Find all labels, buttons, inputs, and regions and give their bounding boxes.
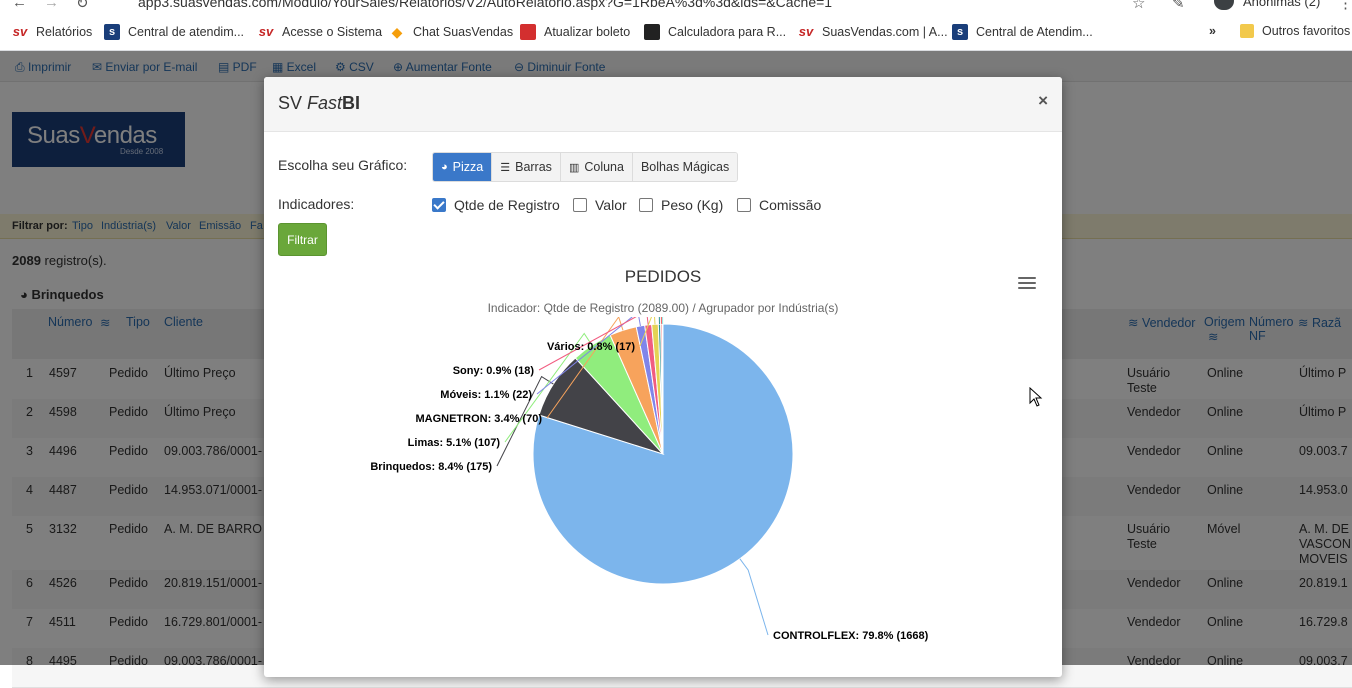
bookmark-label: SuasVendas.com | A... bbox=[822, 25, 948, 39]
pie-data-label: MAGNETRON: 3.4% (70) bbox=[415, 413, 542, 425]
bookmark-label: Acesse o Sistema bbox=[282, 25, 383, 39]
indicator-label: Comissão bbox=[759, 197, 822, 213]
checkbox-icon[interactable] bbox=[573, 198, 587, 212]
chart-menu-icon[interactable] bbox=[1018, 277, 1036, 291]
title-bold: BI bbox=[342, 93, 361, 113]
indicators-label: Indicadores: bbox=[278, 196, 355, 212]
chart-title: PEDIDOS bbox=[624, 267, 702, 286]
url-text[interactable]: app3.suasvendas.com/Modulo/YourSales/Rel… bbox=[138, 0, 833, 10]
bolhas-magicas-button[interactable]: Bolhas Mágicas bbox=[632, 153, 738, 181]
close-icon[interactable]: × bbox=[1038, 91, 1048, 110]
bookmark-label: Central de atendim... bbox=[128, 25, 245, 39]
pizza-button[interactable]: ◕ Pizza bbox=[433, 153, 493, 181]
bookmark-suasvendas-com[interactable]: sv SuasVendas.com | A... bbox=[798, 24, 948, 40]
column-icon: ▥ bbox=[568, 161, 580, 174]
indicator-label: Qtde de Registro bbox=[454, 197, 560, 213]
sv-icon: sv bbox=[798, 24, 814, 39]
pie-data-label: Limas: 5.1% (107) bbox=[408, 437, 501, 449]
pie-data-label: Sony: 0.9% (18) bbox=[453, 365, 535, 377]
sv-box-icon: s bbox=[104, 24, 120, 40]
pizza-label: Pizza bbox=[452, 160, 484, 174]
red-circle-icon bbox=[520, 24, 536, 40]
chart-subtitle: Indicador: Qtde de Registro (2089.00) / … bbox=[487, 301, 839, 315]
browser-address-bar: ← → ↻ app3.suasvendas.com/Modulo/YourSal… bbox=[0, 0, 1352, 12]
bookmark-calculadora[interactable]: Calculadora para R... bbox=[644, 24, 786, 40]
modal-title: SV FastBI bbox=[278, 93, 360, 114]
pie-data-label: Brinquedos: 8.4% (175) bbox=[370, 461, 492, 473]
modal-header: SV FastBI × bbox=[264, 77, 1062, 132]
bookmark-relatorios[interactable]: sv Relatórios bbox=[12, 24, 93, 40]
indicator-peso[interactable]: Peso (Kg) bbox=[639, 197, 723, 213]
bookmark-central-atendimento[interactable]: s Central de atendim... bbox=[104, 24, 244, 40]
star-icon[interactable]: ☆ bbox=[1132, 0, 1146, 12]
bookmark-label: Outros favoritos bbox=[1262, 24, 1351, 38]
pie-slice-controlflex[interactable] bbox=[532, 323, 794, 585]
bolhas-magicas-label: Bolhas Mágicas bbox=[640, 160, 730, 174]
globe-icon bbox=[644, 24, 660, 40]
bookmark-other-favorites[interactable]: Outros favoritos bbox=[1240, 24, 1350, 38]
checkbox-checked-icon[interactable] bbox=[432, 198, 446, 212]
bookmark-label: Central de Atendim... bbox=[976, 25, 1093, 39]
extension-icon[interactable]: ✎ bbox=[1172, 0, 1185, 12]
pie-connector-line bbox=[504, 332, 593, 443]
bookmark-label: Calculadora para R... bbox=[668, 25, 787, 39]
sv-box-icon: s bbox=[952, 24, 968, 40]
pie-icon: ◕ bbox=[441, 161, 448, 173]
title-prefix: SV bbox=[278, 93, 308, 113]
pie-connector-line bbox=[536, 317, 641, 395]
bars-icon: ☰ bbox=[500, 161, 511, 174]
incognito-avatar-icon[interactable] bbox=[1214, 0, 1234, 10]
coluna-label: Coluna bbox=[584, 160, 624, 174]
bookmark-label: Relatórios bbox=[36, 25, 93, 39]
fastbi-modal: SV FastBI × Escolha seu Gráfico: ◕ Pizza … bbox=[264, 77, 1062, 677]
indicator-qtde-registro[interactable]: Qtde de Registro bbox=[432, 197, 560, 213]
barras-label: Barras bbox=[515, 160, 552, 174]
coluna-button[interactable]: ▥ Coluna bbox=[560, 153, 633, 181]
checkbox-icon[interactable] bbox=[737, 198, 751, 212]
indicator-label: Peso (Kg) bbox=[661, 197, 724, 213]
filtrar-button[interactable]: Filtrar bbox=[278, 223, 327, 256]
chat-icon: ◆ bbox=[391, 24, 403, 40]
pie-connector-line bbox=[538, 317, 649, 371]
indicator-valor[interactable]: Valor bbox=[573, 197, 627, 213]
bookmarks-overflow-button[interactable]: » bbox=[1209, 24, 1216, 38]
profile-name[interactable]: Anônimas (2) bbox=[1243, 0, 1321, 9]
sv-icon: sv bbox=[258, 24, 274, 39]
forward-arrow-icon[interactable]: → bbox=[44, 0, 59, 11]
checkbox-icon[interactable] bbox=[639, 198, 653, 212]
sv-icon: sv bbox=[12, 24, 28, 39]
browser-menu-icon[interactable]: ⋮ bbox=[1338, 0, 1352, 12]
title-italic: Fast bbox=[307, 93, 343, 113]
bookmark-atualizar-boleto[interactable]: Atualizar boleto bbox=[520, 24, 630, 40]
indicator-label: Valor bbox=[595, 197, 627, 213]
bookmark-label: Atualizar boleto bbox=[544, 25, 631, 39]
folder-icon bbox=[1240, 24, 1254, 38]
pie-data-label: CONTROLFLEX: 79.8% (1668) bbox=[773, 630, 929, 642]
pie-connector-line bbox=[658, 317, 660, 325]
bookmark-acesse-sistema[interactable]: sv Acesse o Sistema bbox=[258, 24, 382, 40]
indicator-comissao[interactable]: Comissão bbox=[737, 197, 821, 213]
pie-connector-line bbox=[739, 558, 769, 636]
chart-type-group: ◕ Pizza ☰ Barras ▥ Coluna Bolhas Mágicas bbox=[432, 152, 739, 182]
back-arrow-icon[interactable]: ← bbox=[12, 0, 27, 11]
barras-button[interactable]: ☰ Barras bbox=[492, 153, 561, 181]
pie-data-label: Vários: 0.8% (17) bbox=[547, 341, 635, 353]
bookmark-chat-suasvendas[interactable]: ◆ Chat SuasVendas bbox=[389, 24, 513, 40]
pie-chart: CONTROLFLEX: 79.8% (1668) Brinquedos: 8.4… bbox=[370, 317, 929, 642]
pie-connector-line bbox=[639, 317, 656, 347]
bookmarks-bar: sv Relatórios s Central de atendim... sv Ac… bbox=[0, 12, 1352, 51]
pie-data-label: Móveis: 1.1% (22) bbox=[440, 389, 532, 401]
chart-type-label: Escolha seu Gráfico: bbox=[278, 157, 408, 173]
mouse-cursor-icon bbox=[1029, 387, 1043, 407]
bookmark-label: Chat SuasVendas bbox=[413, 25, 514, 39]
reload-icon[interactable]: ↻ bbox=[76, 0, 89, 12]
bookmark-central-atendimento-2[interactable]: s Central de Atendim... bbox=[952, 24, 1093, 40]
